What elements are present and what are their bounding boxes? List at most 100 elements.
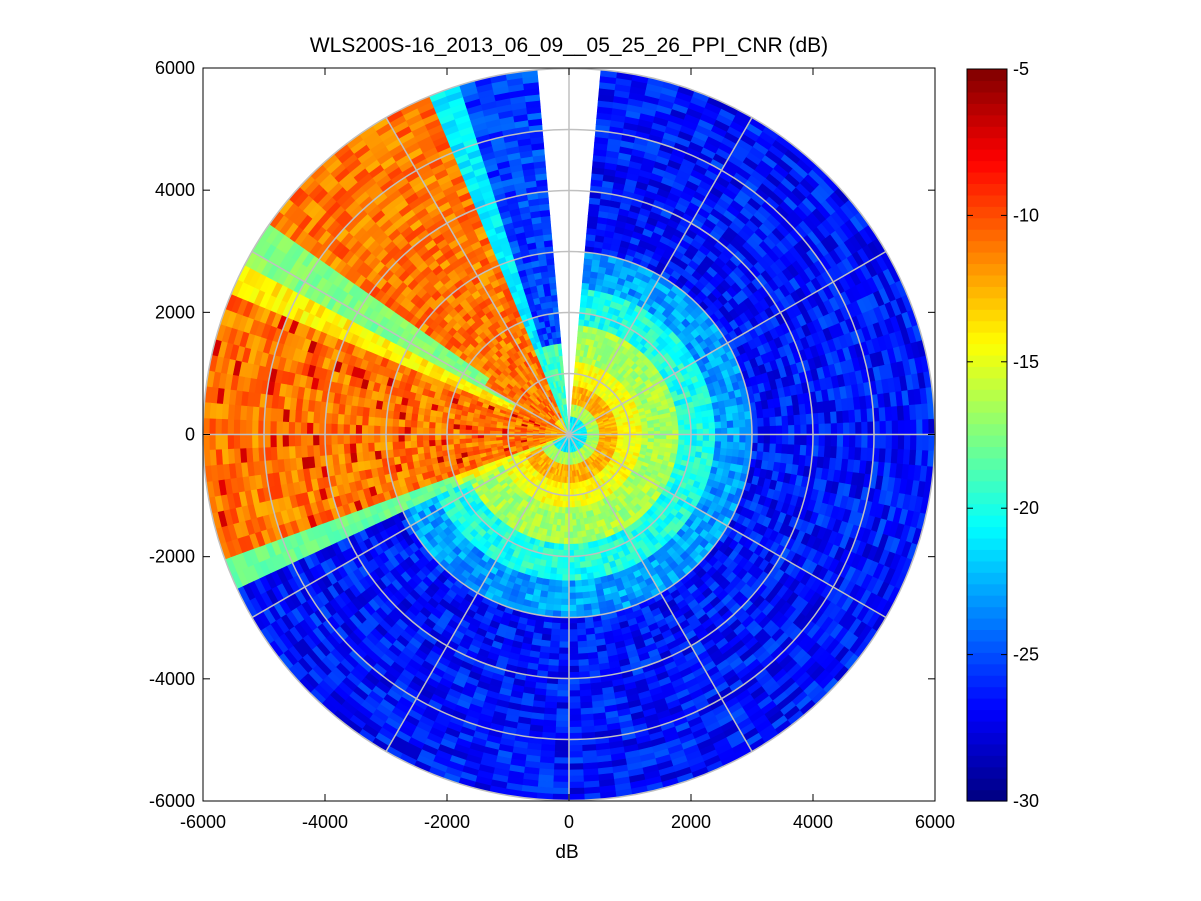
data-cell <box>367 416 375 427</box>
data-cell <box>738 418 747 428</box>
data-cell <box>233 419 241 435</box>
data-cell <box>343 414 351 426</box>
data-cell <box>428 415 437 424</box>
data-cell <box>824 422 832 435</box>
data-cell <box>489 427 497 432</box>
data-cell <box>373 434 381 444</box>
data-cell <box>349 434 357 445</box>
data-cell <box>416 446 425 455</box>
data-cell <box>909 418 918 435</box>
data-cell <box>288 421 296 435</box>
data-cell <box>349 415 357 426</box>
data-cell <box>576 342 582 351</box>
data-cell <box>434 439 442 447</box>
chart-title: WLS200S-16_2013_06_09__05_25_26_PPI_CNR … <box>310 34 828 57</box>
data-cell <box>361 416 369 427</box>
data-cell <box>385 426 393 435</box>
data-cell <box>800 423 808 435</box>
data-cell <box>842 409 850 423</box>
data-cell <box>725 412 734 422</box>
data-cell <box>410 434 417 442</box>
data-cell <box>391 418 400 428</box>
data-cell <box>391 434 399 443</box>
data-cell <box>422 421 430 429</box>
data-cell <box>879 420 887 435</box>
data-cell <box>701 415 710 424</box>
data-cell <box>702 428 710 435</box>
data-cell <box>678 424 686 431</box>
data-cell <box>251 420 259 435</box>
data-cell <box>214 434 222 451</box>
data-cell <box>398 441 406 450</box>
data-cell <box>440 434 448 441</box>
data-cell <box>208 434 216 451</box>
data-cell <box>726 419 734 428</box>
data-cell <box>391 426 399 435</box>
data-cell <box>397 426 405 435</box>
data-cell <box>781 424 789 435</box>
data-cell <box>270 408 278 423</box>
data-cell <box>854 408 862 423</box>
data-cell <box>343 443 351 455</box>
data-cell <box>860 408 868 423</box>
data-cell <box>483 426 491 432</box>
data-cell <box>342 434 350 445</box>
data-cell <box>239 419 247 435</box>
data-cell <box>897 419 905 435</box>
data-cell <box>330 434 338 446</box>
data-cell <box>446 428 454 435</box>
data-cell <box>452 438 460 445</box>
data-cell <box>737 411 746 420</box>
data-cell <box>696 422 704 430</box>
data-cell <box>891 419 899 435</box>
data-cell <box>836 410 844 424</box>
data-cell <box>300 434 308 447</box>
data-cell <box>793 413 801 426</box>
data-cell <box>787 414 795 426</box>
data-cell <box>349 443 357 454</box>
data-cell <box>428 434 436 441</box>
data-cell <box>385 434 393 443</box>
data-cell <box>373 425 381 435</box>
data-cell <box>288 446 296 460</box>
data-cell <box>572 379 577 387</box>
data-cell <box>547 270 556 278</box>
data-cell <box>403 426 411 435</box>
data-cell <box>342 424 350 435</box>
data-cell <box>404 441 412 450</box>
data-cell <box>300 410 309 424</box>
data-cell <box>404 419 412 428</box>
data-cell <box>757 417 765 427</box>
data-cell <box>373 417 381 427</box>
data-cell <box>208 418 216 435</box>
data-cell <box>324 434 332 446</box>
data-cell <box>245 420 253 435</box>
data-cell <box>312 434 320 447</box>
data-cell <box>576 336 583 345</box>
data-cell <box>823 411 832 424</box>
data-cell <box>812 423 820 435</box>
data-cell <box>861 421 869 435</box>
data-cell <box>416 414 425 423</box>
data-cell <box>416 434 424 442</box>
data-cell <box>836 422 844 435</box>
data-cell <box>465 425 473 431</box>
data-cell <box>830 422 838 435</box>
data-cell <box>453 419 461 426</box>
data-cell <box>312 411 321 424</box>
data-cell <box>696 428 704 435</box>
data-cell <box>678 429 686 435</box>
data-cell <box>477 426 485 432</box>
data-cell <box>763 425 771 435</box>
data-cell <box>367 434 375 444</box>
data-cell <box>276 446 284 461</box>
data-cell <box>361 434 369 444</box>
data-cell <box>282 446 290 460</box>
data-cell <box>577 324 584 333</box>
data-cell <box>300 422 308 435</box>
data-cell <box>324 423 332 435</box>
data-cell <box>757 425 765 435</box>
data-cell <box>714 420 722 429</box>
data-cell <box>312 445 321 458</box>
data-cell <box>578 318 585 326</box>
